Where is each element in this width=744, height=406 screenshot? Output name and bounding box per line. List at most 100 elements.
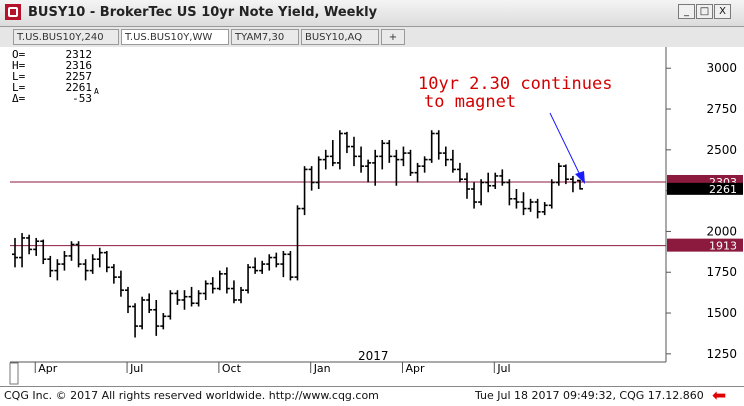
ohlc-bar (534, 198, 541, 219)
time-tick-label: Jul (496, 362, 510, 375)
ohlc-bar (577, 179, 583, 190)
readout-last-label: L= (12, 81, 26, 94)
ohlc-bar (195, 290, 202, 307)
readout-last-value: 2261 (66, 81, 93, 94)
ohlc-bar (336, 130, 343, 170)
window-titlebar: BUSY10 - BrokerTec US 10yr Note Yield, W… (0, 0, 744, 27)
ohlc-bar (216, 270, 223, 291)
readout-open-label: O= (12, 48, 26, 61)
ohlc-bar (555, 162, 562, 186)
status-footer: CQG Inc. © 2017 All rights reserved worl… (0, 386, 744, 406)
annotation-line-2: to magnet (424, 92, 516, 112)
copyright-text: CQG Inc. © 2017 All rights reserved worl… (4, 389, 379, 402)
ohlc-bar (160, 313, 167, 330)
ohlc-chart[interactable]: 30002750250022502000175015001250 AprJulO… (0, 47, 744, 386)
ohlc-bar (449, 149, 456, 173)
readout-low-label: L= (12, 70, 26, 83)
ohlc-bar (132, 303, 139, 338)
ohlc-bar (238, 286, 244, 304)
ohlc-bar (372, 149, 379, 186)
ohlc-bar (513, 188, 520, 209)
last-price-label: 2261 (709, 183, 737, 196)
ohlc-bar (181, 290, 188, 310)
ohlc-bar (110, 264, 117, 284)
ohlc-bar (407, 149, 414, 176)
ohlc-bar (139, 296, 146, 330)
ohlc-bar (167, 290, 174, 320)
ohlc-bar (315, 156, 322, 189)
ohlc-bar (492, 172, 499, 189)
ohlc-bar (230, 280, 237, 304)
ohlc-bar (96, 247, 103, 268)
minimize-button[interactable]: _ (678, 4, 695, 19)
ohlc-bar (174, 290, 181, 305)
ohlc-bar (259, 260, 266, 274)
readout-high-value: 2316 (66, 59, 93, 72)
ohlc-bar (54, 259, 61, 281)
ohlc-bar (527, 198, 534, 212)
ohlc-bar (414, 162, 421, 183)
ohlc-bar (562, 164, 569, 185)
tab-tyam7-30[interactable]: TYAM7,30 (231, 29, 299, 45)
ohlc-bar (12, 237, 18, 268)
annotation-arrow (549, 112, 585, 184)
price-tick-label: 1250 (706, 347, 737, 361)
price-tick-label: 2000 (706, 224, 737, 238)
annotation-line-1: 10yr 2.30 continues (418, 74, 612, 94)
readout-open-value: 2312 (66, 48, 93, 61)
ohlc-bar (61, 251, 68, 271)
close-button[interactable]: X (714, 4, 731, 19)
ohlc-bar (125, 286, 131, 314)
add-tab-button[interactable]: + (381, 29, 405, 45)
readout-low-value: 2257 (66, 70, 93, 83)
ohlc-bar (435, 130, 442, 160)
ohlc-bar (103, 251, 110, 273)
ohlc-bar (428, 130, 435, 163)
ohlc-bar (379, 140, 386, 170)
ohlc-bar (400, 146, 407, 167)
ohlc-bar (499, 169, 506, 186)
tab-busy10-aq[interactable]: BUSY10,AQ (301, 29, 379, 45)
ohlc-bar (393, 149, 400, 186)
ohlc-bar (82, 259, 89, 281)
readout-change-value: -53 (72, 92, 92, 105)
ohlc-bar (188, 286, 195, 307)
chart-tab-bar: T.US.BUS10Y,240 T.US.BUS10Y,WW TYAM7,30 … (0, 27, 744, 48)
tab-bus10y-weekly[interactable]: T.US.BUS10Y,WW (121, 29, 229, 45)
scroll-handle[interactable] (9, 362, 19, 385)
maximize-button[interactable]: □ (696, 4, 713, 19)
ohlc-bar (478, 179, 485, 206)
ohlc-bar (464, 172, 470, 199)
ohlc-bar (146, 293, 153, 314)
price-bars (12, 130, 583, 338)
ohlc-readout: O= 2312 H= 2316 L= 2257 L= 2261 A Δ= -53 (12, 48, 99, 105)
ohlc-bar (153, 299, 160, 336)
price-tick-label: 2500 (706, 143, 737, 157)
level-price-box (667, 238, 743, 252)
tab-bus10y-240[interactable]: T.US.BUS10Y,240 (13, 29, 119, 45)
ohlc-bar (280, 251, 287, 278)
level-price-label: 1913 (709, 240, 737, 253)
ohlc-bar (365, 159, 372, 183)
ohlc-bar (294, 205, 301, 281)
back-arrow-icon[interactable]: ⬅ (712, 386, 727, 406)
ohlc-bar (548, 179, 555, 209)
ohlc-bar (442, 146, 449, 167)
time-tick-label: Jul (129, 362, 143, 375)
readout-high-label: H= (12, 59, 26, 72)
time-tick-label: Apr (406, 362, 426, 375)
price-tick-label: 3000 (706, 61, 737, 75)
window-title: BUSY10 - BrokerTec US 10yr Note Yield, W… (28, 5, 378, 20)
ohlc-bar (329, 140, 336, 167)
year-label: 2017 (358, 349, 389, 363)
ohlc-bar (19, 233, 26, 268)
ohlc-bar (266, 254, 273, 271)
ohlc-bar (287, 251, 294, 281)
ohlc-bar (421, 156, 428, 173)
ohlc-bar (569, 175, 576, 193)
ohlc-bar (26, 234, 33, 255)
time-axis: Apr Jul Oct Jan Apr Jul (34, 362, 511, 375)
ohlc-bar (351, 136, 357, 167)
ohlc-bar (68, 241, 75, 261)
